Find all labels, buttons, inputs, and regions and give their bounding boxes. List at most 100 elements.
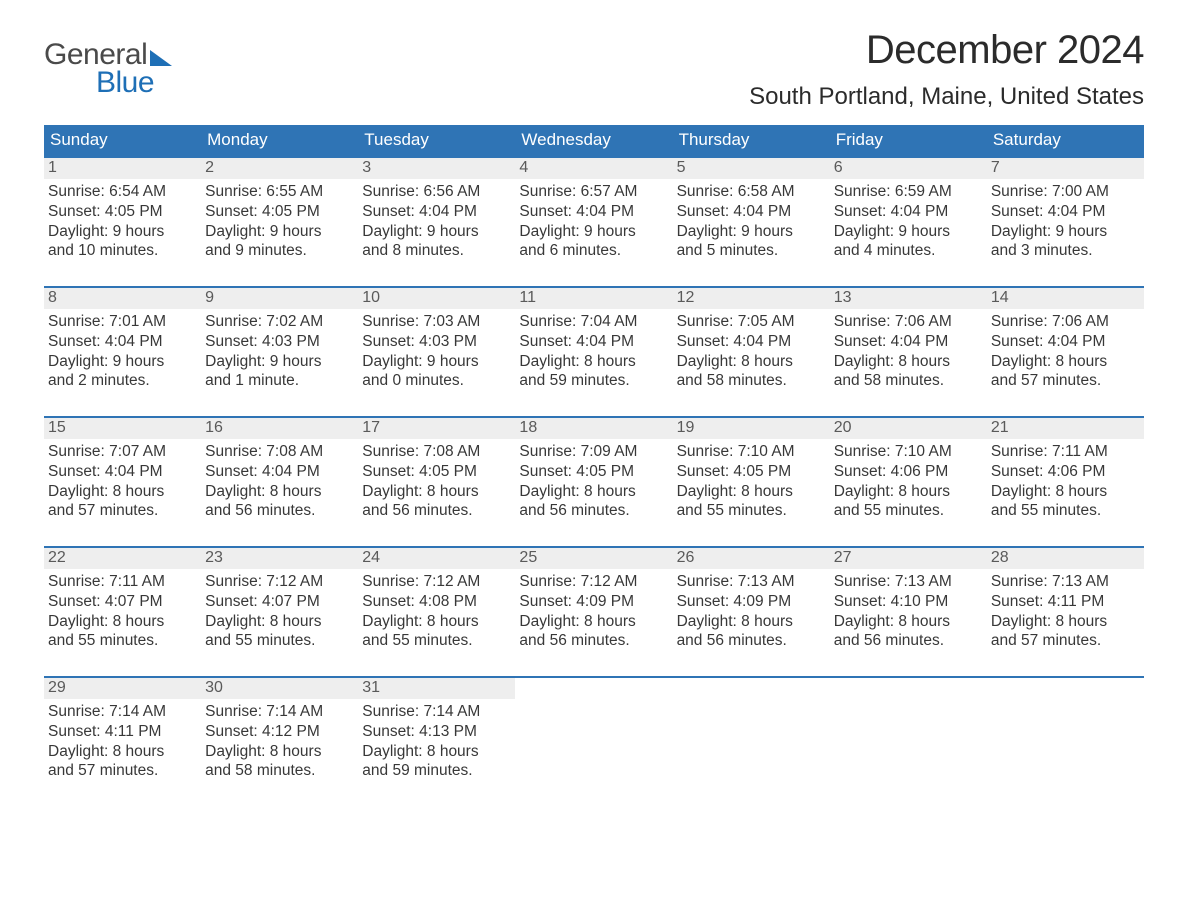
- day-number: 26: [673, 548, 830, 569]
- sunrise-text: Sunrise: 7:13 AM: [677, 572, 826, 592]
- daylight-line2: and 55 minutes.: [991, 501, 1140, 521]
- day-body: Sunrise: 7:10 AMSunset: 4:06 PMDaylight:…: [830, 439, 987, 521]
- sunrise-text: Sunrise: 7:10 AM: [834, 442, 983, 462]
- day-number: 9: [201, 288, 358, 309]
- daylight-line1: Daylight: 8 hours: [362, 482, 511, 502]
- day-cell: 27Sunrise: 7:13 AMSunset: 4:10 PMDayligh…: [830, 548, 987, 652]
- day-body: Sunrise: 7:00 AMSunset: 4:04 PMDaylight:…: [987, 179, 1144, 261]
- day-cell: 16Sunrise: 7:08 AMSunset: 4:04 PMDayligh…: [201, 418, 358, 522]
- sunset-text: Sunset: 4:04 PM: [991, 202, 1140, 222]
- sunrise-text: Sunrise: 7:13 AM: [991, 572, 1140, 592]
- sunset-text: Sunset: 4:05 PM: [48, 202, 197, 222]
- day-body: Sunrise: 7:14 AMSunset: 4:11 PMDaylight:…: [44, 699, 201, 781]
- sunset-text: Sunset: 4:05 PM: [519, 462, 668, 482]
- sunset-text: Sunset: 4:06 PM: [991, 462, 1140, 482]
- logo-word2: Blue: [96, 66, 154, 100]
- weekday-friday: Friday: [830, 125, 987, 156]
- day-cell: 11Sunrise: 7:04 AMSunset: 4:04 PMDayligh…: [515, 288, 672, 392]
- daylight-line1: Daylight: 9 hours: [834, 222, 983, 242]
- daylight-line2: and 57 minutes.: [991, 371, 1140, 391]
- sunrise-text: Sunrise: 7:14 AM: [48, 702, 197, 722]
- daylight-line2: and 56 minutes.: [205, 501, 354, 521]
- day-number: 23: [201, 548, 358, 569]
- week-row: 15Sunrise: 7:07 AMSunset: 4:04 PMDayligh…: [44, 416, 1144, 522]
- sunset-text: Sunset: 4:03 PM: [362, 332, 511, 352]
- daylight-line1: Daylight: 9 hours: [362, 222, 511, 242]
- day-cell: 2Sunrise: 6:55 AMSunset: 4:05 PMDaylight…: [201, 158, 358, 262]
- day-number: 10: [358, 288, 515, 309]
- sunset-text: Sunset: 4:04 PM: [677, 202, 826, 222]
- day-number: 28: [987, 548, 1144, 569]
- daylight-line2: and 55 minutes.: [677, 501, 826, 521]
- day-number: 4: [515, 158, 672, 179]
- daylight-line2: and 57 minutes.: [991, 631, 1140, 651]
- day-body: Sunrise: 7:13 AMSunset: 4:10 PMDaylight:…: [830, 569, 987, 651]
- day-cell: 7Sunrise: 7:00 AMSunset: 4:04 PMDaylight…: [987, 158, 1144, 262]
- daylight-line1: Daylight: 8 hours: [519, 482, 668, 502]
- sunset-text: Sunset: 4:11 PM: [991, 592, 1140, 612]
- daylight-line1: Daylight: 9 hours: [48, 352, 197, 372]
- daylight-line2: and 55 minutes.: [205, 631, 354, 651]
- sunrise-text: Sunrise: 6:59 AM: [834, 182, 983, 202]
- sunrise-text: Sunrise: 7:11 AM: [991, 442, 1140, 462]
- day-body: Sunrise: 7:09 AMSunset: 4:05 PMDaylight:…: [515, 439, 672, 521]
- day-body: Sunrise: 7:12 AMSunset: 4:08 PMDaylight:…: [358, 569, 515, 651]
- daylight-line1: Daylight: 8 hours: [205, 742, 354, 762]
- day-body: Sunrise: 6:58 AMSunset: 4:04 PMDaylight:…: [673, 179, 830, 261]
- day-body: Sunrise: 6:55 AMSunset: 4:05 PMDaylight:…: [201, 179, 358, 261]
- day-body: Sunrise: 6:54 AMSunset: 4:05 PMDaylight:…: [44, 179, 201, 261]
- daylight-line2: and 6 minutes.: [519, 241, 668, 261]
- day-number: 18: [515, 418, 672, 439]
- day-cell: [830, 678, 987, 782]
- daylight-line2: and 0 minutes.: [362, 371, 511, 391]
- day-body: Sunrise: 7:02 AMSunset: 4:03 PMDaylight:…: [201, 309, 358, 391]
- daylight-line2: and 55 minutes.: [48, 631, 197, 651]
- daylight-line2: and 56 minutes.: [677, 631, 826, 651]
- sunset-text: Sunset: 4:04 PM: [834, 202, 983, 222]
- day-number: 21: [987, 418, 1144, 439]
- day-body: Sunrise: 7:05 AMSunset: 4:04 PMDaylight:…: [673, 309, 830, 391]
- sunrise-text: Sunrise: 7:13 AM: [834, 572, 983, 592]
- sunrise-text: Sunrise: 7:09 AM: [519, 442, 668, 462]
- day-number: 2: [201, 158, 358, 179]
- day-body: Sunrise: 7:11 AMSunset: 4:06 PMDaylight:…: [987, 439, 1144, 521]
- day-number: 14: [987, 288, 1144, 309]
- sunset-text: Sunset: 4:08 PM: [362, 592, 511, 612]
- daylight-line2: and 58 minutes.: [834, 371, 983, 391]
- day-cell: 30Sunrise: 7:14 AMSunset: 4:12 PMDayligh…: [201, 678, 358, 782]
- day-cell: 3Sunrise: 6:56 AMSunset: 4:04 PMDaylight…: [358, 158, 515, 262]
- sunset-text: Sunset: 4:04 PM: [48, 332, 197, 352]
- day-body: Sunrise: 7:06 AMSunset: 4:04 PMDaylight:…: [830, 309, 987, 391]
- day-body: Sunrise: 7:13 AMSunset: 4:09 PMDaylight:…: [673, 569, 830, 651]
- daylight-line2: and 58 minutes.: [677, 371, 826, 391]
- sunset-text: Sunset: 4:04 PM: [48, 462, 197, 482]
- day-body: Sunrise: 7:12 AMSunset: 4:09 PMDaylight:…: [515, 569, 672, 651]
- day-cell: 19Sunrise: 7:10 AMSunset: 4:05 PMDayligh…: [673, 418, 830, 522]
- day-body: Sunrise: 7:04 AMSunset: 4:04 PMDaylight:…: [515, 309, 672, 391]
- daylight-line1: Daylight: 8 hours: [991, 612, 1140, 632]
- sunrise-text: Sunrise: 7:08 AM: [362, 442, 511, 462]
- daylight-line2: and 56 minutes.: [519, 501, 668, 521]
- daylight-line2: and 58 minutes.: [205, 761, 354, 781]
- day-body: Sunrise: 7:08 AMSunset: 4:04 PMDaylight:…: [201, 439, 358, 521]
- sunset-text: Sunset: 4:04 PM: [834, 332, 983, 352]
- daylight-line1: Daylight: 8 hours: [205, 612, 354, 632]
- calendar: Sunday Monday Tuesday Wednesday Thursday…: [44, 125, 1144, 782]
- day-body: Sunrise: 7:11 AMSunset: 4:07 PMDaylight:…: [44, 569, 201, 651]
- day-number: 27: [830, 548, 987, 569]
- daylight-line1: Daylight: 8 hours: [205, 482, 354, 502]
- day-number: [987, 678, 1144, 681]
- daylight-line2: and 3 minutes.: [991, 241, 1140, 261]
- day-number: 12: [673, 288, 830, 309]
- daylight-line1: Daylight: 8 hours: [991, 482, 1140, 502]
- day-number: 22: [44, 548, 201, 569]
- day-cell: 10Sunrise: 7:03 AMSunset: 4:03 PMDayligh…: [358, 288, 515, 392]
- day-body: Sunrise: 7:10 AMSunset: 4:05 PMDaylight:…: [673, 439, 830, 521]
- sunrise-text: Sunrise: 7:05 AM: [677, 312, 826, 332]
- day-cell: 21Sunrise: 7:11 AMSunset: 4:06 PMDayligh…: [987, 418, 1144, 522]
- sunrise-text: Sunrise: 7:06 AM: [834, 312, 983, 332]
- sunset-text: Sunset: 4:10 PM: [834, 592, 983, 612]
- daylight-line2: and 5 minutes.: [677, 241, 826, 261]
- sunrise-text: Sunrise: 7:10 AM: [677, 442, 826, 462]
- daylight-line1: Daylight: 8 hours: [519, 352, 668, 372]
